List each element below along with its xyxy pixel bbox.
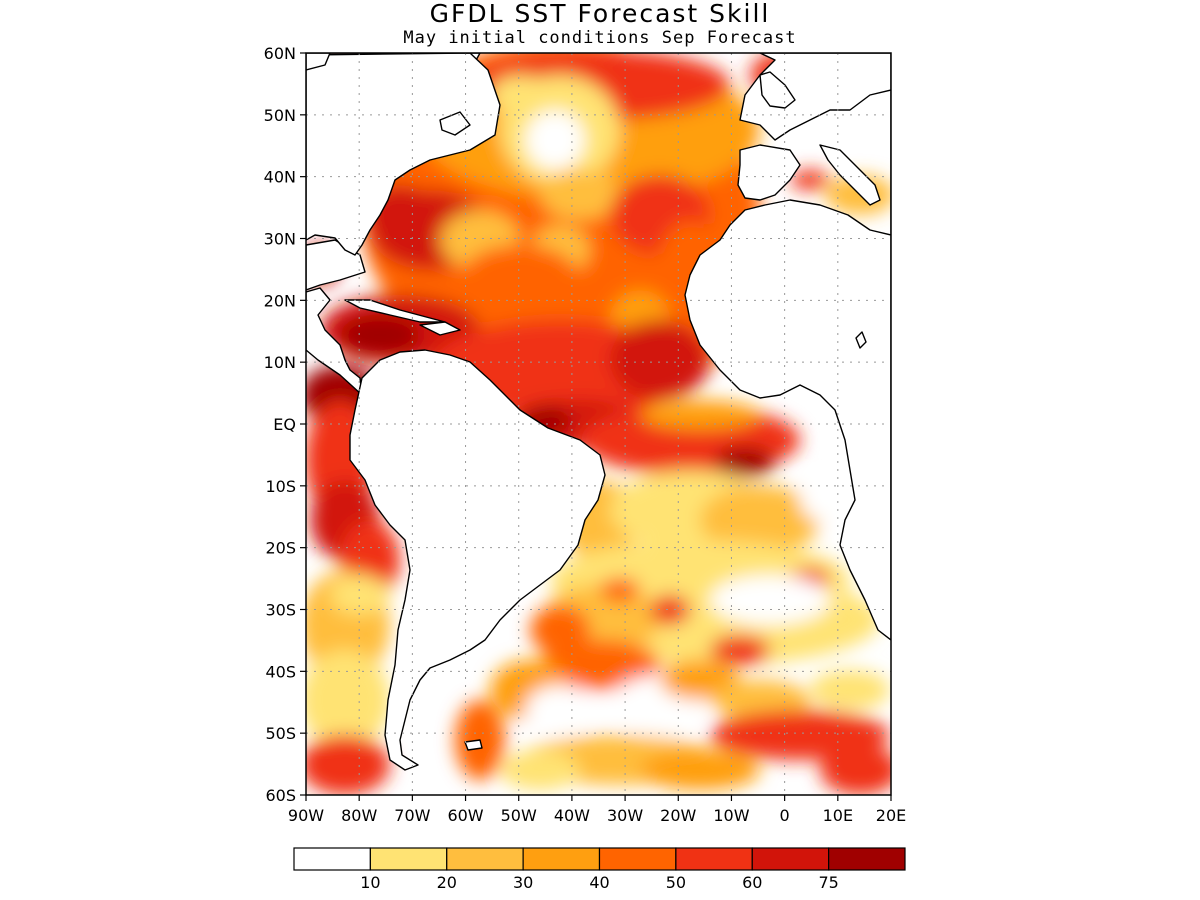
lat-tick-label: 30N [264, 230, 296, 249]
british-isles-land [759, 71, 796, 109]
hispaniola-land [419, 321, 461, 336]
lat-tick-label: 50N [264, 106, 296, 125]
newfoundland-land [439, 111, 471, 136]
italy-land [819, 144, 881, 206]
colorbar: 10 20 30 40 50 60 75 [293, 847, 906, 892]
south-america-land [349, 349, 606, 771]
lat-tick-label: 10N [264, 353, 296, 372]
lat-tick-label: 60S [265, 786, 296, 805]
lon-tick-label: 40W [554, 806, 590, 825]
colorbar-label: 40 [589, 873, 609, 892]
lon-tick-label: 80W [341, 806, 377, 825]
colorbar-swatch [828, 847, 906, 871]
colorbar-swatch [751, 847, 830, 871]
colorbar-label: 75 [818, 873, 838, 892]
lon-tick-label: 10E [823, 806, 853, 825]
colorbar-swatch [522, 847, 601, 871]
land-masses [306, 53, 891, 771]
lon-tick-label: 10W [713, 806, 749, 825]
lat-tick-label: 20S [265, 539, 296, 558]
grid-lines [306, 53, 891, 795]
map-subtitle: May initial conditions Sep Forecast [403, 28, 797, 48]
colorbar-label: 20 [437, 873, 457, 892]
lat-tick-label: 40N [264, 168, 296, 187]
colorbar-swatch [293, 847, 371, 871]
colorbar-label: 10 [360, 873, 380, 892]
africa-land [684, 53, 891, 641]
lat-tick-label: 50S [265, 724, 296, 743]
falklands-land [464, 739, 483, 751]
lon-tick-label: 70W [394, 806, 430, 825]
lon-tick-label: 20W [660, 806, 696, 825]
lon-tick-label: 20E [876, 806, 906, 825]
madagascar-land [855, 331, 867, 349]
lon-tick-label: 90W [288, 806, 324, 825]
map-title: GFDL SST Forecast Skill [429, 0, 771, 28]
lat-tick-label: 30S [265, 601, 296, 620]
colorbar-label: 50 [666, 873, 686, 892]
colorbar-swatch [369, 847, 448, 871]
north-america-east-coast [306, 53, 501, 256]
latitude-tick-labels: 60N 50N 40N 30N 20N 10N EQ 10S 20S 30S 40S 50S 60S [264, 44, 306, 805]
colorbar-label: 60 [742, 873, 762, 892]
central-america-land [306, 287, 363, 396]
lat-tick-label: 10S [265, 477, 296, 496]
lon-tick-label: 30W [607, 806, 643, 825]
lon-tick-label: 50W [501, 806, 537, 825]
lon-tick-label: 0 [780, 806, 790, 825]
lat-tick-label: EQ [273, 415, 296, 434]
lat-tick-label: 60N [264, 44, 296, 63]
lat-tick-label: 40S [265, 662, 296, 681]
colorbar-swatch [598, 847, 677, 871]
longitude-tick-labels: 90W 80W 70W 60W 50W 40W 30W 20W 10W 0 10E 20E [288, 795, 906, 825]
greenland-tip-land [306, 53, 331, 71]
colorbar-swatch [446, 847, 524, 871]
europe-land [739, 53, 891, 141]
lon-tick-label: 60W [447, 806, 483, 825]
lat-tick-label: 20N [264, 291, 296, 310]
colorbar-label: 30 [513, 873, 533, 892]
colorbar-swatch [675, 847, 753, 871]
